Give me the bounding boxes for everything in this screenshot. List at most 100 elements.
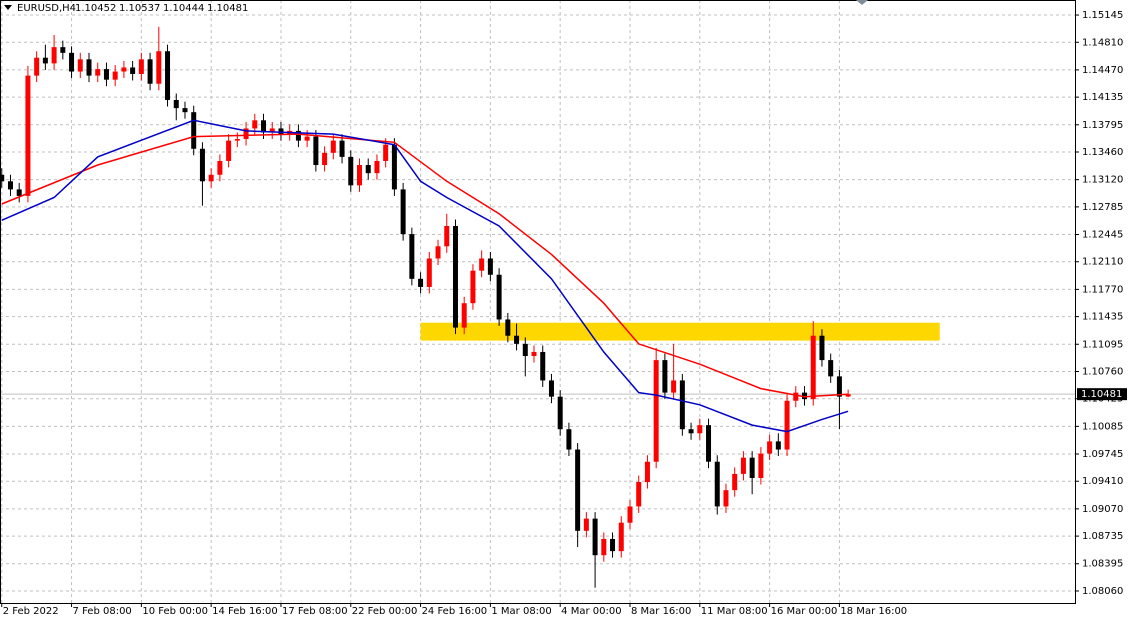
candle-body [269, 128, 275, 133]
y-tick-label: 1.11095 [1082, 339, 1123, 350]
candle-body [0, 174, 5, 182]
candle-body [16, 189, 22, 196]
resistance-zone [420, 322, 940, 341]
candle-body [409, 234, 415, 279]
price-box [1077, 388, 1127, 401]
candle-body [103, 69, 109, 80]
candle-body [601, 538, 607, 556]
candle-body [226, 140, 232, 161]
y-tick-label: 1.12445 [1082, 230, 1123, 241]
candle-body [42, 57, 48, 64]
candle-body [697, 425, 703, 434]
y-tick-label: 1.12110 [1082, 257, 1123, 268]
candle-body [234, 139, 240, 141]
candle-body [557, 396, 563, 430]
candle-body [793, 392, 799, 401]
candle-body [391, 144, 397, 190]
candle-body [147, 59, 153, 84]
candle-body [304, 136, 310, 141]
x-tick-label: 22 Feb 00:00 [352, 606, 418, 617]
x-tick-label: 16 Mar 00:00 [771, 606, 838, 617]
candle-body [749, 457, 755, 478]
candle-body [156, 51, 162, 84]
candle-body [365, 165, 371, 174]
candle-body [671, 380, 677, 393]
candle-body [95, 69, 101, 76]
y-tick-label: 1.08735 [1082, 531, 1123, 542]
candle-body [688, 429, 694, 434]
x-tick-label: 8 Mar 16:00 [631, 606, 691, 617]
price-label: 1.10481 [1081, 389, 1122, 400]
candle-body [583, 518, 589, 531]
candle-body [435, 246, 441, 259]
y-tick-label: 1.13120 [1082, 175, 1123, 186]
candle-body [182, 108, 188, 113]
x-tick-label: 14 Feb 16:00 [212, 606, 278, 617]
quote-value: 1.10481 [207, 3, 248, 14]
y-tick-label: 1.10760 [1082, 366, 1123, 377]
candle-body [295, 130, 301, 141]
candle-body [662, 360, 668, 393]
candle-body [548, 380, 554, 397]
candle-body [531, 351, 537, 357]
candle-body [383, 144, 389, 161]
candle-body [444, 225, 450, 247]
y-tick-label: 1.09410 [1082, 476, 1123, 487]
y-tick-label: 1.13795 [1082, 120, 1123, 131]
candle-body [706, 425, 712, 462]
candle-body [25, 75, 31, 196]
candle-body [784, 400, 790, 450]
candle-body [644, 461, 650, 483]
candle-body [313, 136, 319, 166]
candle-body [627, 506, 633, 523]
candle-body [339, 140, 345, 157]
candle-body [121, 67, 127, 72]
x-tick-label: 4 Mar 00:00 [561, 606, 621, 617]
y-tick-label: 1.14470 [1082, 65, 1123, 76]
y-tick-label: 1.13460 [1082, 147, 1123, 158]
x-tick-label: 7 Feb 08:00 [73, 606, 132, 617]
candle-body [452, 225, 458, 328]
candle-body [461, 303, 467, 328]
candle-body [836, 376, 842, 397]
candle-body [679, 380, 685, 430]
menu-icon[interactable] [4, 5, 12, 10]
plot-border [0, 0, 1076, 604]
candle-body [810, 335, 816, 400]
y-tick-label: 1.09070 [1082, 504, 1123, 515]
y-tick-label: 1.08060 [1082, 586, 1123, 597]
y-tick-label: 1.11435 [1082, 312, 1123, 323]
candle-body [130, 67, 136, 74]
candle-body [819, 335, 825, 361]
candle-body [322, 152, 328, 166]
candle-body [217, 160, 223, 175]
y-tick-label: 1.09745 [1082, 449, 1123, 460]
candle-body [767, 441, 773, 454]
candle-body [34, 57, 40, 76]
candle-body [60, 47, 66, 53]
candle-body [775, 441, 781, 450]
y-tick-label: 1.14135 [1082, 92, 1123, 103]
candle-body [348, 156, 354, 186]
x-tick-label: 1 Mar 08:00 [491, 606, 551, 617]
candle-body [356, 165, 362, 186]
x-tick-label: 17 Feb 08:00 [282, 606, 348, 617]
candle-body [522, 343, 528, 357]
x-tick-label: 11 Mar 08:00 [701, 606, 768, 617]
x-tick-label: 2 Feb 2022 [3, 606, 59, 617]
candle-body [479, 258, 485, 271]
candle-body [732, 473, 738, 491]
x-tick-label: 10 Feb 00:00 [142, 606, 208, 617]
y-tick-label: 1.14810 [1082, 37, 1123, 48]
candle-body [828, 360, 834, 377]
candle-body [802, 392, 808, 400]
candle-body [566, 429, 572, 450]
candle-body [514, 335, 520, 344]
candle-body [418, 278, 424, 287]
y-tick-label: 1.12785 [1082, 202, 1123, 213]
plot [0, 0, 1075, 603]
shift-marker [856, 0, 868, 5]
candle-body [199, 148, 205, 182]
candle-body [69, 52, 75, 72]
